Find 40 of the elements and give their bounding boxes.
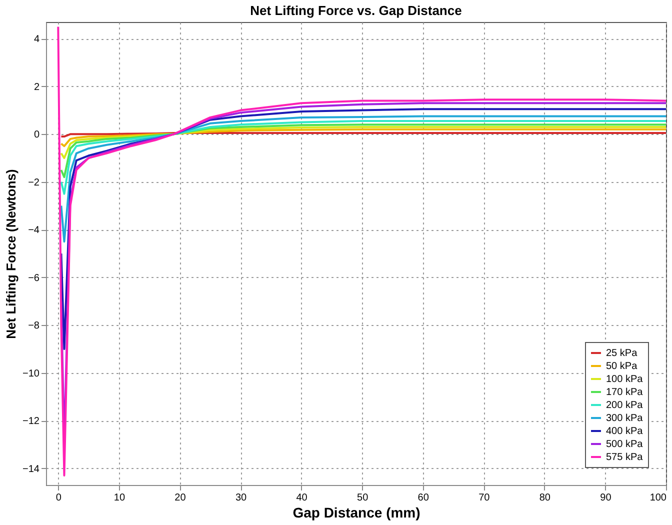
y-axis-title: Net Lifting Force (Newtons) [4, 169, 19, 339]
x-tick-label: 0 [56, 492, 62, 504]
line-series [57, 26, 666, 476]
x-tick-label: 20 [174, 492, 186, 504]
legend-label: 200 kPa [606, 400, 644, 411]
legend-label: 25 kPa [606, 348, 638, 359]
x-tick-label: 40 [296, 492, 308, 504]
x-tick-label: 100 [650, 492, 667, 504]
y-tick-label: 0 [34, 130, 40, 141]
y-tick-label: 2 [34, 82, 40, 93]
line-series [60, 108, 666, 350]
y-tick-label: −14 [22, 464, 40, 475]
chart-title: Net Lifting Force vs. Gap Distance [250, 3, 462, 18]
line-series [60, 115, 666, 243]
y-tick-label: −8 [28, 320, 40, 332]
legend-label: 500 kPa [606, 439, 644, 450]
x-tick-label: 50 [357, 492, 369, 504]
line-series [60, 120, 666, 195]
y-tick-label: −4 [28, 225, 40, 236]
legend-label: 575 kPa [606, 452, 644, 463]
line-series [60, 128, 666, 148]
y-tick-label: −12 [22, 416, 40, 428]
x-tick-label: 80 [539, 492, 551, 504]
legend-label: 100 kPa [606, 374, 644, 385]
y-tick-label: −10 [22, 368, 40, 380]
y-tick-label: 4 [34, 34, 40, 46]
legend-label: 50 kPa [606, 361, 638, 372]
x-tick-label: 60 [418, 492, 430, 504]
line-series [60, 124, 666, 178]
y-tick-label: −6 [28, 272, 40, 284]
legend-label: 400 kPa [606, 426, 644, 437]
x-tick-label: 90 [600, 492, 612, 504]
x-tick-label: 70 [478, 492, 490, 504]
x-tick-label: 10 [114, 492, 126, 504]
legend-label: 170 kPa [606, 387, 644, 398]
x-axis-title: Gap Distance (mm) [292, 504, 420, 520]
x-tick-label: 30 [235, 492, 248, 504]
y-tick-label: −2 [28, 177, 40, 188]
legend-label: 300 kPa [606, 413, 644, 424]
line-series [60, 126, 666, 160]
